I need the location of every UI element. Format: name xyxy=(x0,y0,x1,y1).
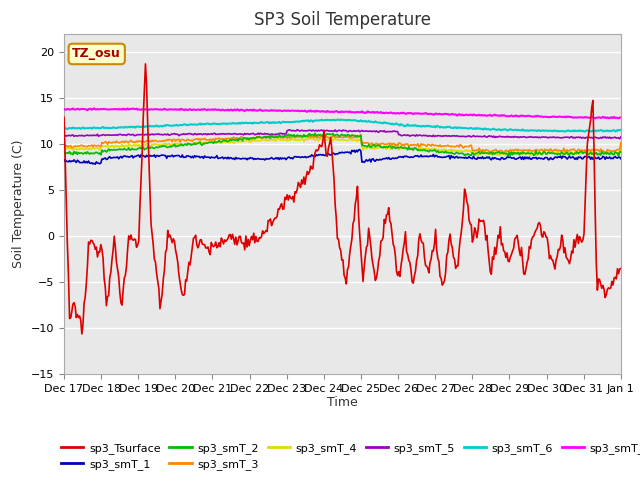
sp3_smT_3 xyxy=(60,145,68,151)
sp3_smT_6 xyxy=(337,117,344,122)
sp3_smT_1 xyxy=(329,150,337,156)
sp3_smT_7 xyxy=(617,115,625,120)
sp3_smT_3 xyxy=(328,134,335,140)
sp3_smT_6 xyxy=(324,117,332,123)
sp3_smT_7 xyxy=(329,109,337,115)
sp3_smT_5 xyxy=(293,127,301,132)
sp3_smT_4 xyxy=(362,146,370,152)
Legend: sp3_Tsurface, sp3_smT_1, sp3_smT_2, sp3_smT_3, sp3_smT_4, sp3_smT_5, sp3_smT_6, : sp3_Tsurface, sp3_smT_1, sp3_smT_2, sp3_… xyxy=(57,438,640,474)
sp3_Tsurface xyxy=(78,331,86,337)
sp3_smT_1 xyxy=(606,154,614,160)
sp3_smT_4 xyxy=(495,153,503,158)
sp3_smT_2 xyxy=(617,149,625,155)
sp3_smT_5 xyxy=(60,133,68,139)
sp3_smT_3 xyxy=(519,150,527,156)
sp3_Tsurface xyxy=(330,177,338,182)
sp3_smT_4 xyxy=(393,146,401,152)
sp3_smT_6 xyxy=(362,119,370,125)
sp3_smT_7 xyxy=(60,107,68,112)
Line: sp3_smT_4: sp3_smT_4 xyxy=(64,138,621,156)
Line: sp3_smT_6: sp3_smT_6 xyxy=(64,120,621,132)
sp3_smT_5 xyxy=(518,134,525,140)
sp3_smT_1 xyxy=(60,158,68,164)
X-axis label: Time: Time xyxy=(327,396,358,408)
sp3_Tsurface xyxy=(364,242,371,248)
sp3_smT_2 xyxy=(329,131,337,136)
sp3_smT_1 xyxy=(519,154,527,160)
sp3_smT_7 xyxy=(393,110,401,116)
sp3_smT_1 xyxy=(364,158,371,164)
sp3_smT_5 xyxy=(326,128,333,134)
sp3_smT_4 xyxy=(326,136,333,142)
sp3_smT_7 xyxy=(606,115,614,120)
sp3_Tsurface xyxy=(606,286,614,291)
sp3_smT_7 xyxy=(326,109,333,115)
sp3_smT_6 xyxy=(393,120,401,126)
Text: TZ_osu: TZ_osu xyxy=(72,48,121,60)
Y-axis label: Soil Temperature (C): Soil Temperature (C) xyxy=(12,140,26,268)
sp3_smT_4 xyxy=(329,138,337,144)
sp3_smT_7 xyxy=(518,113,525,119)
sp3_Tsurface xyxy=(327,135,335,141)
sp3_smT_6 xyxy=(328,118,335,123)
Line: sp3_smT_1: sp3_smT_1 xyxy=(64,150,621,164)
sp3_smT_2 xyxy=(606,152,614,157)
sp3_smT_2 xyxy=(504,154,512,159)
sp3_smT_2 xyxy=(362,144,370,149)
sp3_smT_5 xyxy=(329,128,337,133)
sp3_smT_2 xyxy=(393,145,401,151)
sp3_smT_5 xyxy=(616,136,623,142)
Line: sp3_Tsurface: sp3_Tsurface xyxy=(64,64,621,334)
sp3_smT_3 xyxy=(617,140,625,145)
sp3_smT_1 xyxy=(326,152,333,157)
sp3_Tsurface xyxy=(617,265,625,271)
sp3_Tsurface xyxy=(519,258,527,264)
sp3_smT_4 xyxy=(60,145,68,151)
Line: sp3_smT_2: sp3_smT_2 xyxy=(64,133,621,156)
sp3_smT_3 xyxy=(606,147,614,153)
Line: sp3_smT_5: sp3_smT_5 xyxy=(64,130,621,139)
sp3_smT_4 xyxy=(519,151,527,157)
sp3_smT_7 xyxy=(591,116,599,121)
sp3_Tsurface xyxy=(394,273,401,278)
sp3_smT_3 xyxy=(324,135,332,141)
sp3_smT_4 xyxy=(267,135,275,141)
sp3_smT_5 xyxy=(362,128,370,134)
sp3_smT_2 xyxy=(311,131,319,136)
sp3_smT_5 xyxy=(605,135,612,141)
sp3_Tsurface xyxy=(60,114,68,120)
sp3_smT_6 xyxy=(617,127,625,132)
sp3_smT_6 xyxy=(586,129,593,134)
sp3_smT_5 xyxy=(617,134,625,140)
sp3_smT_1 xyxy=(92,161,99,167)
sp3_smT_7 xyxy=(362,110,370,116)
sp3_smT_3 xyxy=(518,147,525,153)
sp3_smT_6 xyxy=(60,126,68,132)
sp3_smT_2 xyxy=(326,131,333,137)
sp3_smT_4 xyxy=(606,150,614,156)
sp3_smT_1 xyxy=(617,156,625,162)
sp3_smT_7 xyxy=(124,106,131,111)
sp3_smT_3 xyxy=(357,132,365,137)
Title: SP3 Soil Temperature: SP3 Soil Temperature xyxy=(254,11,431,29)
sp3_smT_2 xyxy=(519,150,527,156)
sp3_smT_6 xyxy=(606,128,614,133)
sp3_smT_4 xyxy=(617,146,625,152)
sp3_smT_3 xyxy=(362,140,370,145)
sp3_Tsurface xyxy=(141,61,149,67)
sp3_smT_5 xyxy=(393,129,401,134)
sp3_smT_1 xyxy=(394,155,401,161)
sp3_smT_3 xyxy=(393,142,401,147)
sp3_smT_2 xyxy=(60,150,68,156)
sp3_smT_1 xyxy=(356,147,364,153)
Line: sp3_smT_3: sp3_smT_3 xyxy=(64,134,621,153)
Line: sp3_smT_7: sp3_smT_7 xyxy=(64,108,621,119)
sp3_smT_6 xyxy=(518,127,525,133)
